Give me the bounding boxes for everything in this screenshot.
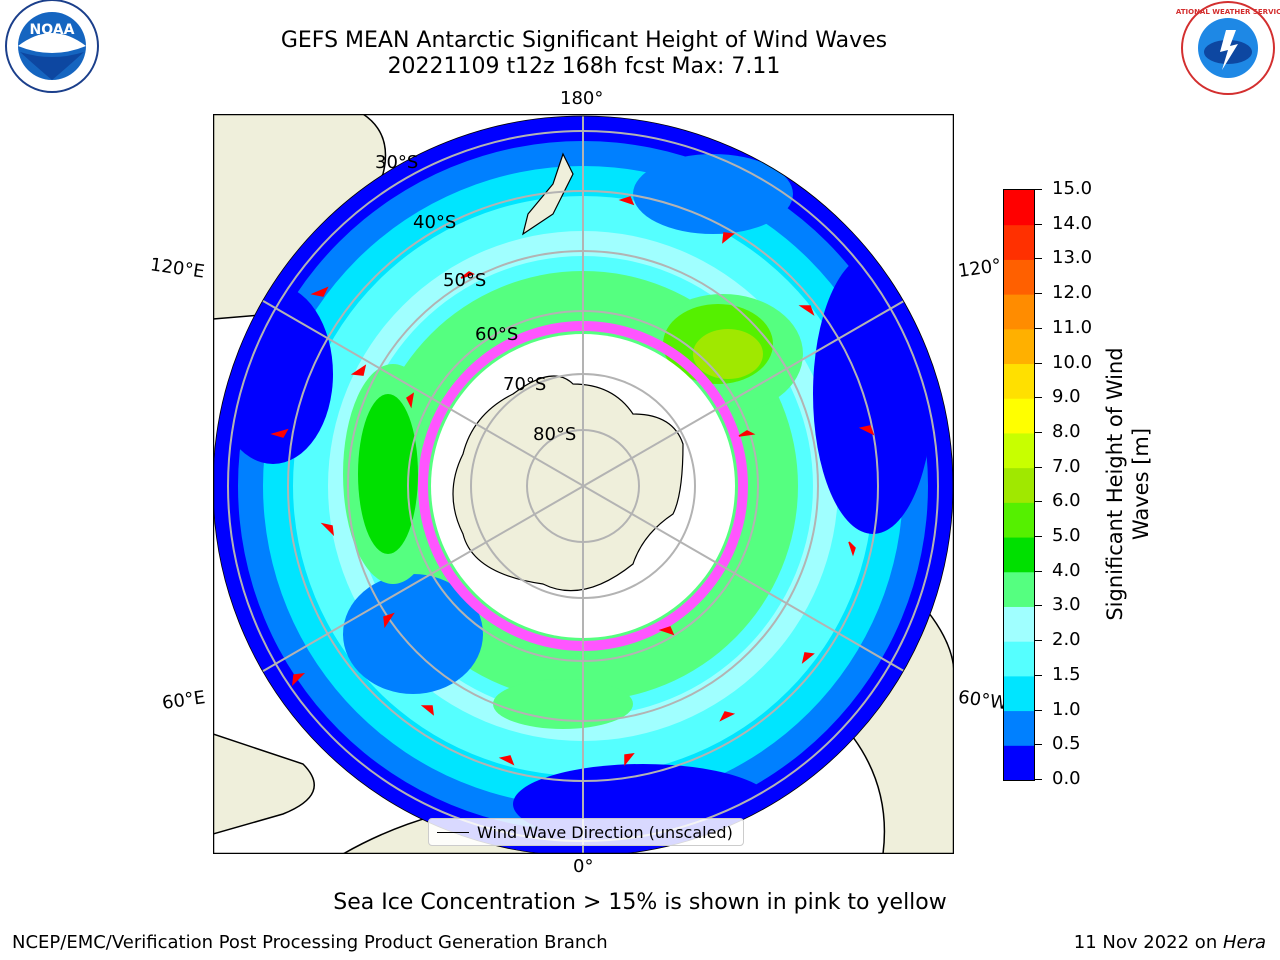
svg-text:NOAA: NOAA [30, 22, 75, 38]
colorbar-swatch [1004, 467, 1034, 503]
colorbar-tick-mark [1034, 536, 1042, 538]
colorbar-tick-label: 9.0 [1052, 386, 1081, 408]
lon-label-60e: 60°E [160, 687, 207, 714]
colorbar-swatch [1004, 745, 1034, 781]
colorbar-tick-mark [1034, 189, 1042, 190]
lon-label-180: 180° [560, 88, 604, 109]
colorbar-swatch [1004, 328, 1034, 365]
colorbar-tick-label: 15.0 [1052, 178, 1093, 199]
footer-machine: Hera [1222, 932, 1266, 953]
legend-label: Wind Wave Direction (unscaled) [477, 822, 733, 842]
lat-label-70s: 70°S [503, 374, 547, 395]
wave-arrows [270, 196, 875, 767]
colorbar-tick-mark [1034, 709, 1042, 711]
colorbar-tick-label: 1.5 [1052, 663, 1081, 685]
colorbar-tick-mark [1034, 570, 1042, 572]
colorbar-tick-mark [1034, 397, 1042, 399]
colorbar-tick-mark [1034, 362, 1042, 364]
colorbar-tick-label: 2.0 [1052, 629, 1081, 651]
lat-label-60s: 60°S [475, 324, 519, 345]
nws-logo: NATIONAL WEATHER SERVICE [1170, 0, 1280, 100]
footer-left: NCEP/EMC/Verification Post Processing Pr… [12, 932, 608, 953]
colorbar-swatch [1004, 190, 1034, 226]
colorbar-tick-label: 1.0 [1052, 698, 1081, 720]
colorbar-swatch [1004, 606, 1034, 642]
svg-text:NATIONAL WEATHER SERVICE: NATIONAL WEATHER SERVICE [1176, 8, 1280, 16]
footer-date: 11 Nov 2022 on [1073, 932, 1223, 953]
colorbar-tick-label: 3.0 [1052, 594, 1081, 616]
colorbar-tick-label: 13.0 [1052, 247, 1093, 269]
colorbar-tick-label: 10.0 [1052, 351, 1093, 373]
chart-title: GEFS MEAN Antarctic Significant Height o… [280, 28, 888, 53]
colorbar-swatch [1004, 363, 1034, 399]
colorbar-tick-mark [1034, 466, 1042, 468]
colorbar-swatch [1004, 398, 1034, 434]
colorbar-swatch [1004, 294, 1034, 330]
lat-label-30s: 30°S [375, 152, 419, 173]
colorbar [1003, 189, 1035, 781]
lat-label-80s: 80°S [533, 424, 577, 445]
colorbar-swatch [1004, 641, 1034, 677]
colorbar-tick-mark [1034, 674, 1042, 676]
colorbar-tick-label: 8.0 [1052, 420, 1081, 442]
colorbar-tick-mark [1034, 605, 1042, 607]
colorbar-tick-label: 14.0 [1052, 212, 1093, 234]
colorbar-swatch [1004, 571, 1034, 607]
lat-label-40s: 40°S [413, 212, 457, 233]
chart-subtitle: 20221109 t12z 168h fcst Max: 7.11 [387, 54, 781, 79]
lat-label-50s: 50°S [443, 270, 487, 291]
colorbar-tick-mark [1034, 501, 1042, 503]
colorbar-swatch [1004, 675, 1034, 712]
colorbar-tick-mark [1034, 779, 1042, 780]
lon-label-120w: 120° [956, 255, 1003, 282]
footer-right: 11 Nov 2022 on Hera [1074, 932, 1266, 953]
lon-label-120e: 120°E [148, 254, 206, 283]
colorbar-tick-label: 0.0 [1052, 768, 1081, 789]
colorbar-tick-label: 4.0 [1052, 559, 1081, 581]
colorbar-swatch [1004, 537, 1034, 573]
colorbar-tick-mark [1034, 258, 1042, 260]
polar-map [212, 113, 955, 855]
colorbar-tick-mark [1034, 640, 1042, 642]
colorbar-tick-label: 6.0 [1052, 490, 1081, 512]
colorbar-tick-mark [1034, 744, 1042, 746]
lon-label-60w: 60°W [956, 686, 1009, 715]
colorbar-tick-mark [1034, 327, 1042, 329]
legend-line [437, 831, 469, 833]
colorbar-swatch [1004, 224, 1034, 260]
noaa-logo: NOAA [0, 0, 104, 104]
colorbar-swatches [1004, 190, 1034, 781]
colorbar-tick-label: 11.0 [1052, 316, 1093, 338]
colorbar-tick-label: 12.0 [1052, 282, 1093, 304]
colorbar-label: Significant Height of Wind Waves [m] [1103, 347, 1153, 621]
colorbar-swatch [1004, 502, 1034, 538]
map-panel: 30°S 40°S 50°S 60°S 70°S 80°S Wind Wave … [212, 113, 955, 855]
sea-ice-note: Sea Ice Concentration > 15% is shown in … [333, 890, 947, 915]
colorbar-tick-mark [1034, 293, 1042, 295]
colorbar-swatch [1004, 432, 1034, 469]
colorbar-swatch [1004, 710, 1034, 746]
colorbar-tick-label: 5.0 [1052, 525, 1081, 547]
colorbar-tick-mark [1034, 431, 1042, 433]
lon-label-0: 0° [573, 856, 594, 877]
map-legend: Wind Wave Direction (unscaled) [428, 818, 744, 846]
colorbar-tick-mark [1034, 223, 1042, 225]
colorbar-tick-label: 0.5 [1052, 733, 1081, 755]
colorbar-swatch [1004, 259, 1034, 295]
colorbar-tick-label: 7.0 [1052, 455, 1081, 477]
